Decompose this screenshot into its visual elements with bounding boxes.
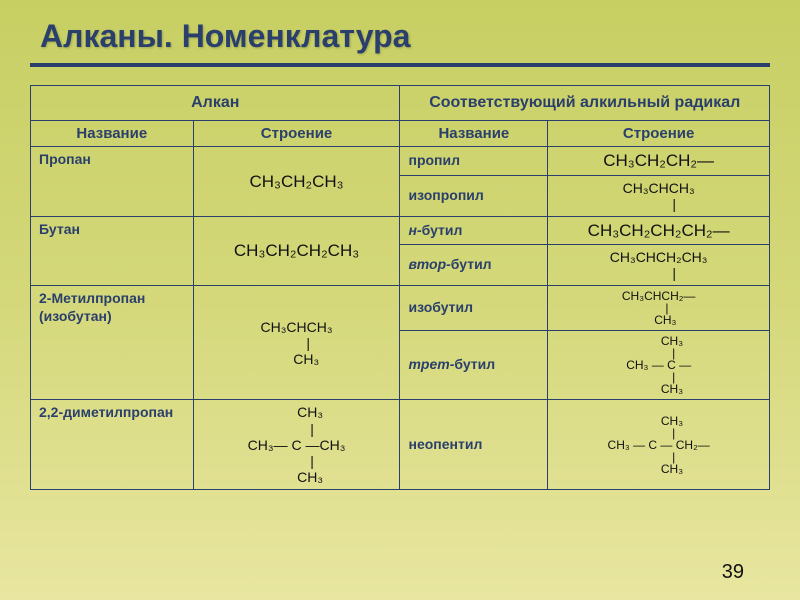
tertbutyl-name: бутил [454, 356, 495, 372]
isobutyl-formula: CH₃CHCH₂— | CH₃ [556, 290, 761, 326]
header-struct-1: Строение [193, 121, 400, 147]
row-propane-1: Пропан CH₃CH₂CH₃ пропил CH₃CH₂CH₂— [31, 147, 770, 176]
row-dmp: 2,2-диметилпропан CH₃ | CH₃— C —CH₃ | CH… [31, 400, 770, 489]
butane-name: Бутан [39, 221, 80, 237]
header-row-2: Название Строение Название Строение [31, 121, 770, 147]
isopropyl-name: изопропил [408, 187, 483, 203]
butane-formula: CH₃CH₂CH₂CH₃ [202, 241, 392, 261]
propane-name: Пропан [39, 151, 91, 167]
secbutyl-formula: CH₃CHCH₂CH₃ | [556, 249, 761, 281]
page-number: 39 [722, 561, 744, 584]
mp-formula: CH₃CHCH₃ | CH₃ [202, 319, 392, 367]
title-rule [30, 63, 770, 67]
neopentyl-name: неопентил [408, 436, 482, 452]
tertbutyl-formula: CH₃ | CH₃ — C — | CH₃ [556, 335, 761, 395]
nbutyl-formula: CH₃CH₂CH₂CH₂— [556, 221, 761, 241]
tertbutyl-prefix: трет- [408, 356, 454, 372]
header-radical: Соответствующий алкильный радикал [400, 86, 770, 121]
dmp-name: 2,2-диметилпропан [39, 404, 173, 420]
propane-formula: CH₃CH₂CH₃ [202, 172, 392, 192]
secbutyl-name: бутил [451, 256, 492, 272]
isobutyl-name: изобутил [408, 299, 473, 315]
header-struct-2: Строение [548, 121, 770, 147]
propyl-formula: CH₃CH₂CH₂— [556, 151, 761, 171]
nbutyl-prefix: н- [408, 222, 421, 238]
row-butane-1: Бутан CH₃CH₂CH₂CH₃ н-бутил CH₃CH₂CH₂CH₂— [31, 216, 770, 245]
isopropyl-formula: CH₃CHCH₃ | [556, 180, 761, 212]
header-name-1: Название [31, 121, 194, 147]
dmp-formula: CH₃ | CH₃— C —CH₃ | CH₃ [202, 404, 392, 484]
mp-name: 2-Метилпропан (изобутан) [39, 290, 145, 324]
header-name-2: Название [400, 121, 548, 147]
row-mp-1: 2-Метилпропан (изобутан) CH₃CHCH₃ | CH₃ … [31, 286, 770, 331]
secbutyl-prefix: втор- [408, 256, 450, 272]
slide-title: Алканы. Номенклатура [30, 18, 770, 55]
neopentyl-formula: CH₃ | CH₃ — C — CH₂— | CH₃ [556, 415, 761, 475]
alkane-table: Алкан Соответствующий алкильный радикал … [30, 85, 770, 490]
nbutyl-name: бутил [422, 222, 463, 238]
header-alkane: Алкан [31, 86, 400, 121]
propyl-name: пропил [408, 152, 460, 168]
header-row-1: Алкан Соответствующий алкильный радикал [31, 86, 770, 121]
